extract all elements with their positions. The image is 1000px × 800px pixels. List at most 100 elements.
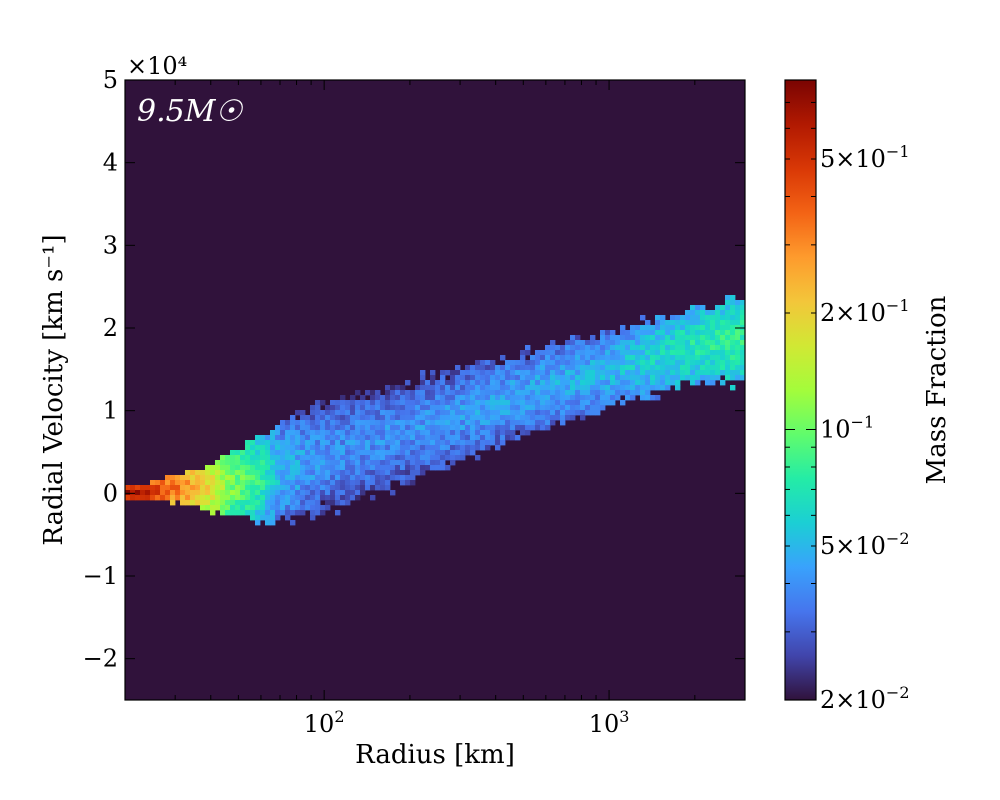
heatmap-cell	[500, 395, 506, 401]
heatmap-cell	[325, 490, 331, 496]
heatmap-cell	[395, 395, 401, 401]
heatmap-cell	[520, 385, 526, 391]
heatmap-cell	[240, 490, 246, 496]
heatmap-cell	[315, 505, 321, 511]
heatmap-cell	[355, 425, 361, 431]
heatmap-cell	[270, 480, 276, 486]
heatmap-cell	[305, 420, 311, 426]
heatmap-cell	[670, 380, 676, 386]
heatmap-cell	[420, 430, 426, 436]
heatmap-cell	[450, 425, 456, 431]
heatmap-cell	[600, 380, 606, 386]
heatmap-cell	[405, 405, 411, 411]
heatmap-cell	[295, 510, 301, 516]
heatmap-cell	[405, 420, 411, 426]
heatmap-cell	[515, 365, 521, 371]
heatmap-cell	[590, 350, 596, 356]
heatmap-cell	[450, 370, 456, 376]
heatmap-cell	[330, 435, 336, 441]
heatmap-cell	[345, 415, 351, 421]
heatmap-cell	[370, 440, 376, 446]
heatmap-cell	[655, 370, 661, 376]
heatmap-cell	[615, 370, 621, 376]
heatmap-cell	[170, 480, 176, 486]
heatmap-cell	[385, 485, 391, 491]
heatmap-cell	[685, 330, 691, 336]
heatmap-cell	[490, 365, 496, 371]
heatmap-cell	[200, 485, 206, 491]
heatmap-cell	[440, 405, 446, 411]
heatmap-cell	[570, 360, 576, 366]
heatmap-cell	[340, 405, 346, 411]
heatmap-cell	[445, 410, 451, 416]
heatmap-cell	[415, 410, 421, 416]
heatmap-cell	[400, 405, 406, 411]
heatmap-cell	[330, 475, 336, 481]
heatmap-cell	[725, 365, 731, 371]
heatmap-cell	[265, 460, 271, 466]
heatmap-cell	[360, 440, 366, 446]
heatmap-cell	[410, 400, 416, 406]
heatmap-cell	[600, 375, 606, 381]
heatmap-cell	[635, 340, 641, 346]
heatmap-cell	[310, 465, 316, 471]
heatmap-cell	[475, 360, 481, 366]
heatmap-cell	[445, 370, 451, 376]
heatmap-cell	[435, 445, 441, 451]
heatmap-cell	[400, 445, 406, 451]
heatmap-cell	[570, 405, 576, 411]
heatmap-cell	[565, 385, 571, 391]
heatmap-cell	[700, 370, 706, 376]
heatmap-cell	[390, 450, 396, 456]
heatmap-cell	[345, 485, 351, 491]
heatmap-cell	[335, 410, 341, 416]
heatmap-cell	[445, 415, 451, 421]
heatmap-cell	[400, 410, 406, 416]
heatmap-cell	[715, 375, 721, 381]
heatmap-cell	[540, 360, 546, 366]
heatmap-cell	[165, 490, 171, 496]
heatmap-cell	[375, 415, 381, 421]
heatmap-cell	[585, 410, 591, 416]
heatmap-cell	[715, 345, 721, 351]
heatmap-cell	[405, 395, 411, 401]
heatmap-cell	[370, 455, 376, 461]
heatmap-cell	[205, 495, 211, 501]
heatmap-cell	[380, 430, 386, 436]
heatmap-cell	[710, 310, 716, 316]
heatmap-cell	[340, 435, 346, 441]
heatmap-cell	[245, 480, 251, 486]
heatmap-cell	[270, 450, 276, 456]
heatmap-cell	[600, 390, 606, 396]
heatmap-cell	[555, 375, 561, 381]
y-tick-label: −1	[83, 562, 118, 590]
heatmap-cell	[475, 435, 481, 441]
heatmap-cell	[605, 360, 611, 366]
heatmap-cell	[310, 445, 316, 451]
heatmap-cell	[450, 415, 456, 421]
heatmap-cell	[570, 410, 576, 416]
heatmap-cell	[555, 410, 561, 416]
y-tick-label: 3	[103, 231, 118, 259]
heatmap-cell	[380, 445, 386, 451]
heatmap-cell	[240, 450, 246, 456]
heatmap-cell	[675, 330, 681, 336]
heatmap-cell	[500, 370, 506, 376]
heatmap-cell	[245, 500, 251, 506]
heatmap-cell	[375, 425, 381, 431]
heatmap-cell	[395, 420, 401, 426]
heatmap-cell	[580, 390, 586, 396]
heatmap-cell	[590, 395, 596, 401]
heatmap-cell	[400, 420, 406, 426]
heatmap-cell	[490, 430, 496, 436]
heatmap-cell	[710, 330, 716, 336]
heatmap-cell	[275, 470, 281, 476]
heatmap-cell	[365, 415, 371, 421]
heatmap-cell	[535, 385, 541, 391]
heatmap-cell	[515, 405, 521, 411]
heatmap-cell	[310, 480, 316, 486]
heatmap-cell	[500, 385, 506, 391]
heatmap-cell	[255, 475, 261, 481]
heatmap-cell	[210, 475, 216, 481]
heatmap-cell	[520, 430, 526, 436]
